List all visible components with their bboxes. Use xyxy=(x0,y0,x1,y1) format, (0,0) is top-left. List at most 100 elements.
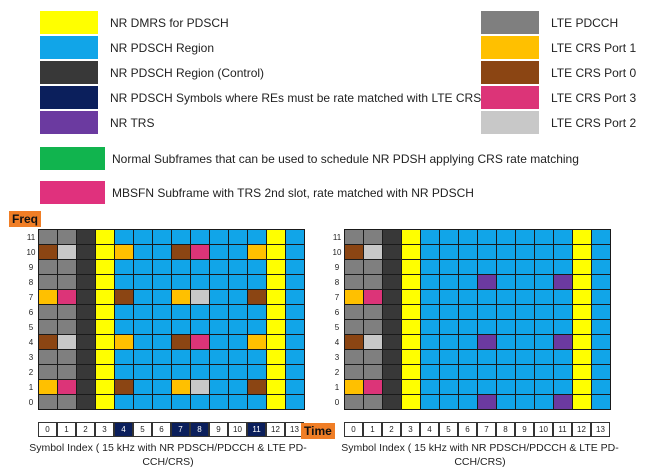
legend-label-mbsfn-subframe: MBSFN Subframe with TRS 2nd slot, rate m… xyxy=(112,185,474,200)
right-grid-cell-pdsch xyxy=(592,260,610,274)
left-grid-cell-pdcch xyxy=(58,350,76,364)
right-grid-cell-pdsch xyxy=(592,275,610,289)
left-grid-cell-control xyxy=(77,365,95,379)
left-grid-cell-crs1 xyxy=(39,290,57,304)
left-grid-cell-control xyxy=(77,230,95,244)
legend-item-crs-port-2: LTE CRS Port 2 xyxy=(481,111,636,134)
right-grid-cell-pdsch xyxy=(592,230,610,244)
left-grid-cell-crs0 xyxy=(172,335,190,349)
left-grid-cell-crs0 xyxy=(172,245,190,259)
left-grid-cell-pdsch xyxy=(134,230,152,244)
right-grid-cell-pdsch xyxy=(535,365,553,379)
right-grid-cell-pdsch xyxy=(478,245,496,259)
left-symbol-index-label: 10 xyxy=(228,422,247,437)
right-grid-cell-control xyxy=(383,245,401,259)
left-grid-cell-pdsch xyxy=(229,395,247,409)
left-grid-cell-dmrs xyxy=(267,245,285,259)
right-grid-cell-trs xyxy=(554,335,572,349)
left-grid-cell-pdsch xyxy=(191,395,209,409)
right-grid-cell-crs3 xyxy=(364,290,382,304)
right-grid-cell-dmrs xyxy=(573,395,591,409)
left-grid-cell-pdsch xyxy=(286,380,304,394)
left-grid-cell-pdsch xyxy=(134,380,152,394)
left-grid-cell-pdsch xyxy=(210,395,228,409)
right-grid-cell-pdsch xyxy=(516,365,534,379)
right-grid-cell-control xyxy=(383,395,401,409)
legend-item-lte-pdcch: LTE PDCCH xyxy=(481,11,618,34)
left-grid-cell-pdsch xyxy=(210,365,228,379)
left-grid-cell-pdsch xyxy=(115,320,133,334)
right-grid-cell-pdsch xyxy=(421,380,439,394)
left-freq-label: 7 xyxy=(28,293,34,302)
right-grid-cell-pdsch xyxy=(535,335,553,349)
left-grid-cell-pdsch xyxy=(153,245,171,259)
left-freq-label: 0 xyxy=(28,398,34,407)
right-grid-cell-dmrs xyxy=(573,380,591,394)
left-grid-cell-dmrs xyxy=(267,260,285,274)
left-grid-cell-pdsch xyxy=(248,365,266,379)
right-grid-cell-pdsch xyxy=(535,260,553,274)
right-freq-label: 4 xyxy=(334,338,340,347)
right-grid-cell-dmrs xyxy=(402,320,420,334)
left-grid-cell-pdsch xyxy=(286,290,304,304)
left-grid-cell-pdcch xyxy=(39,365,57,379)
left-grid-cell-pdsch xyxy=(134,320,152,334)
left-grid-cell-dmrs xyxy=(96,245,114,259)
legend-label-rate-matched: NR PDSCH Symbols where REs must be rate … xyxy=(110,90,482,105)
legend-item-crs-port-3: LTE CRS Port 3 xyxy=(481,86,636,109)
right-grid-cell-dmrs xyxy=(402,275,420,289)
left-grid-cell-pdsch xyxy=(229,335,247,349)
right-grid-cell-pdsch xyxy=(421,320,439,334)
right-symbol-index-label: 7 xyxy=(477,422,496,437)
right-grid-cell-dmrs xyxy=(402,230,420,244)
left-grid-cell-pdsch xyxy=(134,245,152,259)
right-grid-cell-pdsch xyxy=(459,380,477,394)
legend-item-dmrs: NR DMRS for PDSCH xyxy=(40,11,229,34)
left-symbol-index-label: 6 xyxy=(152,422,171,437)
right-grid-cell-pdsch xyxy=(516,305,534,319)
right-grid-cell-pdsch xyxy=(459,305,477,319)
right-grid-cell-dmrs xyxy=(573,320,591,334)
right-grid-cell-control xyxy=(383,305,401,319)
left-freq-label: 1 xyxy=(28,383,34,392)
right-grid-cell-pdsch xyxy=(497,395,515,409)
left-grid-cell-pdsch xyxy=(191,230,209,244)
right-grid-cell-pdsch xyxy=(497,290,515,304)
left-grid-cell-control xyxy=(77,350,95,364)
right-symbol-index-label: 13 xyxy=(591,422,610,437)
left-grid-cell-pdsch xyxy=(115,395,133,409)
left-grid-cell-pdsch xyxy=(191,260,209,274)
right-grid-cell-pdcch xyxy=(345,260,363,274)
right-grid-cell-pdsch xyxy=(516,320,534,334)
right-grid-cell-pdsch xyxy=(459,260,477,274)
right-grid-cell-pdsch xyxy=(421,275,439,289)
left-grid-cell-dmrs xyxy=(267,275,285,289)
right-grid-cell-crs0 xyxy=(345,335,363,349)
left-symbol-index-label: 1 xyxy=(57,422,76,437)
right-grid-cell-pdsch xyxy=(440,395,458,409)
legend-swatch-crs-port-3 xyxy=(481,86,539,109)
right-grid-cell-trs xyxy=(478,335,496,349)
legend-swatch-normal-subframes xyxy=(40,147,105,170)
left-grid-cell-pdsch xyxy=(286,230,304,244)
right-grid-cell-pdsch xyxy=(497,335,515,349)
right-grid-cell-pdsch xyxy=(554,365,572,379)
left-grid-cell-pdsch xyxy=(115,275,133,289)
right-grid-cell-pdsch xyxy=(535,230,553,244)
legend-label-pdsch: NR PDSCH Region xyxy=(110,40,215,55)
right-grid-cell-pdsch xyxy=(497,320,515,334)
left-grid-cell-dmrs xyxy=(267,305,285,319)
left-grid-cell-pdsch xyxy=(153,365,171,379)
legend-label-normal-subframes: Normal Subframes that can be used to sch… xyxy=(112,151,579,166)
left-grid-cell-pdsch xyxy=(172,320,190,334)
legend-item-mbsfn-subframe: MBSFN Subframe with TRS 2nd slot, rate m… xyxy=(40,181,474,204)
left-freq-label: 5 xyxy=(28,323,34,332)
legend-label-dmrs: NR DMRS for PDSCH xyxy=(110,15,229,30)
right-resource-grid xyxy=(344,229,611,410)
time-axis-label: Time xyxy=(301,423,335,439)
left-grid-cell-pdsch xyxy=(210,245,228,259)
left-grid-cell-pdsch xyxy=(248,395,266,409)
right-grid-cell-pdcch xyxy=(364,320,382,334)
left-grid-cell-pdsch xyxy=(210,350,228,364)
left-symbol-index-label: 11 xyxy=(247,422,266,437)
